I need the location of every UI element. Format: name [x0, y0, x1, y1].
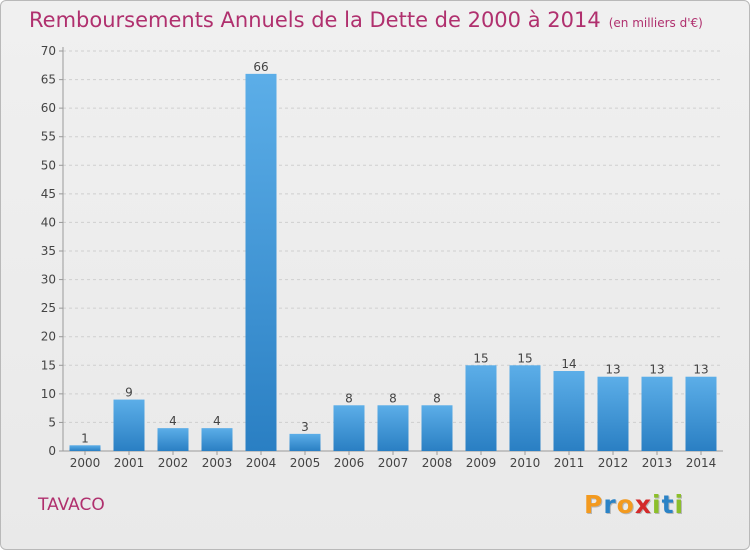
x-tick-label: 2014	[686, 456, 717, 470]
y-tick-label: 10	[41, 387, 56, 401]
bar	[245, 73, 277, 451]
bar-value-label: 13	[649, 363, 664, 377]
x-tick-label: 2011	[554, 456, 585, 470]
bar-value-label: 66	[253, 60, 268, 74]
logo-letter: t	[661, 490, 675, 519]
unit-note: (en milliers d'€)	[608, 16, 703, 30]
bar-value-label: 8	[433, 391, 441, 405]
x-tick-label: 2000	[70, 456, 101, 470]
y-tick-label: 35	[41, 244, 56, 258]
bar-value-label: 14	[561, 357, 576, 371]
x-tick-label: 2001	[114, 456, 145, 470]
y-tick-label: 45	[41, 187, 56, 201]
y-tick-label: 0	[48, 444, 56, 458]
bar	[333, 405, 365, 451]
bar-value-label: 1	[81, 431, 89, 445]
x-tick-label: 2002	[158, 456, 189, 470]
x-tick-label: 2007	[378, 456, 409, 470]
logo-letter: o	[616, 490, 635, 519]
bar-value-label: 13	[693, 363, 708, 377]
bar-value-label: 3	[301, 420, 309, 434]
x-tick-label: 2009	[466, 456, 497, 470]
y-tick-label: 50	[41, 158, 56, 172]
x-tick-label: 2010	[510, 456, 541, 470]
logo-letter: i	[652, 490, 662, 519]
y-tick-label: 5	[48, 415, 56, 429]
bar-value-label: 13	[605, 363, 620, 377]
bar-value-label: 15	[517, 351, 532, 365]
logo-letter: r	[603, 490, 617, 519]
bar-value-label: 8	[389, 391, 397, 405]
y-tick-label: 30	[41, 273, 56, 287]
bar-value-label: 8	[345, 391, 353, 405]
bar	[113, 399, 145, 451]
y-tick-label: 70	[41, 44, 56, 58]
x-tick-label: 2012	[598, 456, 629, 470]
y-tick-label: 65	[41, 73, 56, 87]
commune-name: TAVACO	[38, 495, 105, 515]
logo-letter: x	[634, 490, 652, 519]
bar	[641, 376, 673, 451]
x-tick-label: 2006	[334, 456, 365, 470]
bar-value-label: 15	[473, 351, 488, 365]
x-tick-label: 2004	[246, 456, 277, 470]
x-tick-label: 2005	[290, 456, 321, 470]
bar	[421, 405, 453, 451]
bar	[201, 428, 233, 451]
bar	[553, 371, 585, 451]
chart-title-text: Remboursements Annuels de la Dette de 20…	[29, 8, 601, 32]
x-tick-label: 2013	[642, 456, 673, 470]
bar	[289, 433, 321, 451]
bar-value-label: 4	[169, 414, 177, 428]
bar	[69, 445, 101, 451]
bar	[377, 405, 409, 451]
bar	[157, 428, 189, 451]
y-tick-label: 60	[41, 101, 56, 115]
bar	[597, 376, 629, 451]
y-tick-label: 20	[41, 330, 56, 344]
proxiti-logo: Proxiti	[584, 490, 684, 519]
y-tick-label: 25	[41, 301, 56, 315]
y-tick-label: 15	[41, 358, 56, 372]
bar	[509, 365, 541, 451]
bar	[465, 365, 497, 451]
y-tick-label: 55	[41, 130, 56, 144]
x-tick-label: 2008	[422, 456, 453, 470]
y-tick-label: 40	[41, 215, 56, 229]
x-tick-label: 2003	[202, 456, 233, 470]
logo-letter: i	[674, 490, 685, 519]
bar-value-label: 4	[213, 414, 221, 428]
chart-title: Remboursements Annuels de la Dette de 20…	[29, 8, 703, 32]
logo-letter: P	[584, 490, 604, 519]
bar	[685, 376, 717, 451]
bar-value-label: 9	[125, 386, 133, 400]
